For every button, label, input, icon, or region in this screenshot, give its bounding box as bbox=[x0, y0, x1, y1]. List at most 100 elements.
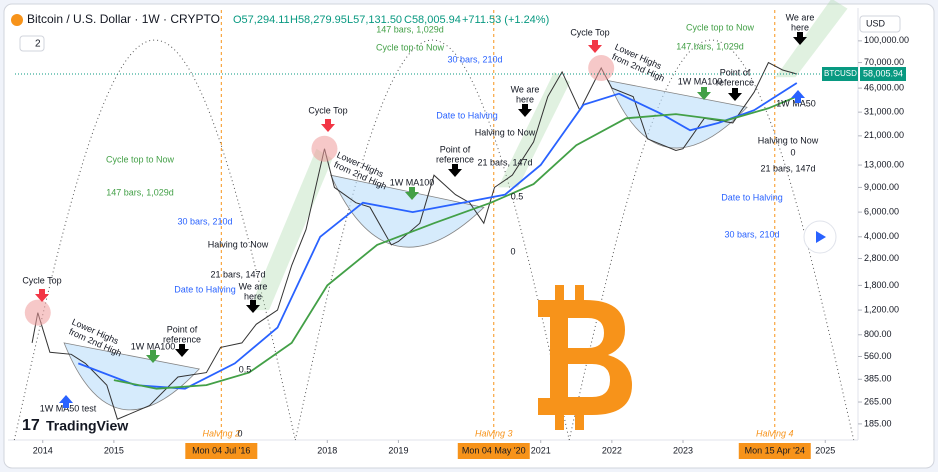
annotation: reference bbox=[163, 334, 201, 344]
halving-date: Mon 15 Apr '24 bbox=[745, 445, 805, 455]
y-tick-label: 4,000.00 bbox=[864, 231, 899, 241]
annotation: Cycle top to Now bbox=[106, 154, 175, 164]
rally-cone bbox=[498, 71, 571, 188]
annotation: Cycle Top bbox=[22, 275, 61, 285]
symbol-title: Bitcoin / U.S. Dollar · 1W · CRYPTO bbox=[27, 12, 220, 26]
arrow bbox=[728, 88, 742, 101]
cycle-top-marker bbox=[311, 135, 338, 162]
logo-text: TradingView bbox=[46, 418, 128, 434]
interval-label: 2 bbox=[35, 39, 41, 50]
x-tick-label: 2025 bbox=[815, 445, 835, 455]
annotation: 21 bars, 147d bbox=[210, 269, 265, 279]
annotation: Point of bbox=[167, 324, 198, 334]
annotation: We are bbox=[511, 84, 540, 94]
cycle-top-marker bbox=[24, 299, 51, 326]
symbol-tag-box bbox=[822, 67, 858, 82]
arrow bbox=[175, 344, 189, 357]
y-tick-label: 13,000.00 bbox=[864, 159, 904, 169]
interval-button[interactable] bbox=[19, 35, 45, 52]
annotation: 21 bars, 147d bbox=[477, 157, 532, 167]
y-tick-label: 100,000.00 bbox=[864, 35, 909, 45]
bowl bbox=[63, 342, 201, 411]
halving-date: Mon 04 May '20 bbox=[462, 445, 526, 455]
annotation: 1W MA50 test bbox=[40, 403, 97, 413]
annotation: here bbox=[516, 94, 534, 104]
scroll-icon bbox=[816, 231, 826, 243]
y-tick-label: 9,000.00 bbox=[864, 182, 899, 192]
cycle-top-marker bbox=[588, 55, 615, 82]
arrow bbox=[518, 104, 532, 117]
annotation: 147 bars, 1,029d bbox=[106, 187, 174, 197]
arrow bbox=[405, 187, 419, 200]
y-tick-label: 1,200.00 bbox=[864, 304, 899, 314]
annotation: Cycle top to Now bbox=[376, 42, 445, 52]
halving-name: Halving 2 bbox=[203, 428, 241, 438]
annotation: Halving to Now bbox=[475, 127, 536, 137]
currency-box[interactable] bbox=[859, 15, 901, 33]
arrow bbox=[35, 289, 49, 302]
currency-label: USD bbox=[866, 18, 886, 28]
rally-cone bbox=[775, 0, 848, 78]
annotation: Point of bbox=[440, 144, 471, 154]
y-tick-label: 6,000.00 bbox=[864, 206, 899, 216]
annotation: Date to Halving bbox=[174, 284, 236, 294]
annotation: 147 bars, 1,029d bbox=[676, 41, 744, 51]
ohlc-high: H58,279.95 bbox=[290, 14, 347, 26]
arrow bbox=[448, 164, 462, 177]
annotation: Cycle Top bbox=[308, 105, 347, 115]
x-tick-label: 2014 bbox=[33, 445, 53, 455]
price-tag: 58,005.94 bbox=[863, 68, 903, 78]
y-tick-label: 800.00 bbox=[864, 329, 892, 339]
annotation: reference bbox=[436, 154, 474, 164]
annotation: 0 bbox=[510, 246, 515, 256]
y-tick-label: 31,000.00 bbox=[864, 107, 904, 117]
symbol-icon bbox=[11, 14, 23, 26]
symbol-tag: BTCUSD bbox=[824, 69, 857, 78]
annotation: Cycle top to Now bbox=[686, 22, 755, 32]
ohlc-close: C58,005.94 bbox=[404, 14, 461, 26]
annotation: Halving to Now bbox=[208, 239, 269, 249]
annotation: Cycle Top bbox=[570, 27, 609, 37]
halving-date-box bbox=[457, 443, 530, 459]
annotation: We are bbox=[239, 281, 268, 291]
x-tick-label: 2022 bbox=[602, 445, 622, 455]
ma-line bbox=[113, 95, 798, 390]
x-tick-label: 2023 bbox=[673, 445, 693, 455]
arrow bbox=[321, 119, 335, 132]
arrow bbox=[59, 395, 73, 408]
arrow bbox=[246, 300, 260, 313]
annotation: 1W MA100 bbox=[678, 76, 723, 86]
ohlc-low: L57,131.50 bbox=[347, 14, 402, 26]
halving-date: Mon 04 Jul '16 bbox=[192, 445, 250, 455]
annotation: 1W MA100 bbox=[131, 341, 176, 351]
y-tick-label: 265.00 bbox=[864, 396, 892, 406]
annotation: 1W MA100 bbox=[390, 177, 435, 187]
arrow bbox=[793, 32, 807, 45]
annotation: 0 bbox=[790, 147, 795, 157]
halving-name: Halving 4 bbox=[756, 428, 794, 438]
annotation: 21 bars, 147d bbox=[760, 163, 815, 173]
annotation: 0 bbox=[237, 428, 242, 438]
y-tick-label: 46,000.00 bbox=[864, 82, 904, 92]
arrow bbox=[146, 350, 160, 363]
annotation: Point of bbox=[720, 67, 751, 77]
ma-line bbox=[77, 82, 798, 390]
annotation: 0.5 bbox=[239, 364, 252, 374]
annotation: 30 bars, 210d bbox=[177, 216, 232, 226]
annotation: 147 bars, 1,029d bbox=[376, 24, 444, 34]
price-line bbox=[31, 61, 797, 420]
annotation: reference bbox=[716, 77, 754, 87]
x-tick-label: 2015 bbox=[104, 445, 124, 455]
arrow bbox=[697, 87, 711, 100]
annotation: 30 bars, 210d bbox=[447, 54, 502, 64]
x-tick-label: 2019 bbox=[388, 445, 408, 455]
y-tick-label: 385.00 bbox=[864, 374, 892, 384]
annotation: here bbox=[244, 291, 262, 301]
x-tick-label: 2018 bbox=[317, 445, 337, 455]
annotation: Date to Halving bbox=[721, 192, 783, 202]
arrow bbox=[588, 40, 602, 53]
halving-date-box bbox=[738, 443, 811, 459]
halving-name: Halving 3 bbox=[475, 428, 513, 438]
